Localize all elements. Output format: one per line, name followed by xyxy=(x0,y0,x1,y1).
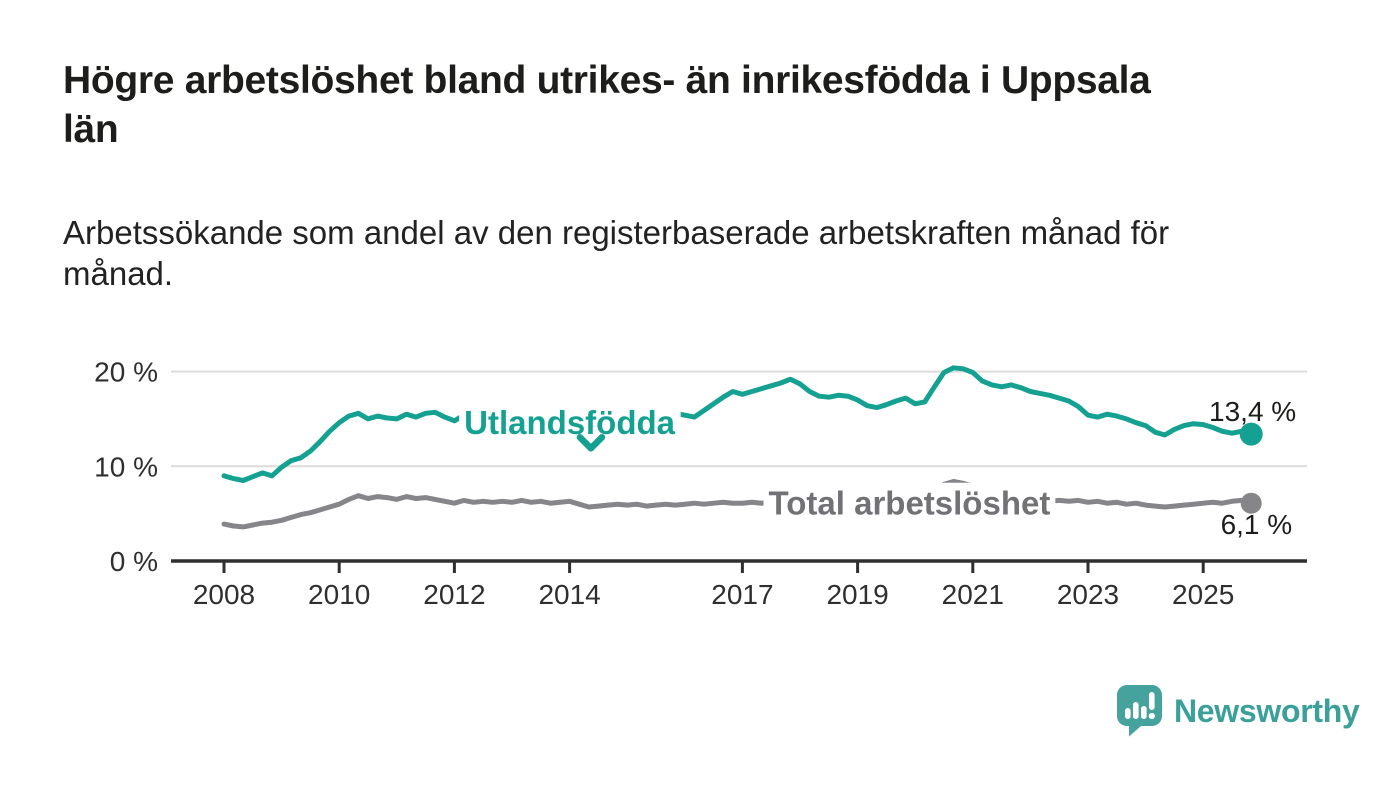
bar-1 xyxy=(1125,708,1131,719)
x-tick-label: 2010 xyxy=(308,579,370,610)
y-tick-label: 10 % xyxy=(94,451,158,482)
exclamation-bar xyxy=(1149,692,1155,710)
x-tick-label: 2008 xyxy=(193,579,255,610)
newsworthy-logo-icon xyxy=(1117,685,1162,737)
series-label-bg-utlandsf-dda xyxy=(459,402,681,444)
series-label-pointer-utlandsf-dda xyxy=(576,434,606,452)
y-tick-label: 20 % xyxy=(94,357,158,388)
end-dot-utlandsf-dda xyxy=(1239,422,1263,446)
series-label-bg-total-arbetsl-shet xyxy=(763,482,1056,524)
series-line-total-arbetsl-shet xyxy=(221,479,1254,530)
bar-2 xyxy=(1133,702,1139,719)
end-value-label-utlandsf-dda: 13,4 % xyxy=(1209,396,1296,427)
series-label-utlandsf-dda: Utlandsfödda xyxy=(464,404,675,441)
series-line-utlandsf-dda xyxy=(221,365,1254,483)
x-tick-label: 2023 xyxy=(1057,579,1119,610)
chart-title: Högre arbetslöshet bland utrikes- än inr… xyxy=(63,59,1151,151)
bar-3 xyxy=(1141,706,1147,719)
x-tick-label: 2019 xyxy=(826,579,888,610)
x-tick-label: 2012 xyxy=(423,579,485,610)
newsworthy-logo-text: Newsworthy xyxy=(1174,692,1360,729)
series-label-total-arbetsl-shet: Total arbetslöshet xyxy=(769,485,1051,522)
x-tick-label: 2014 xyxy=(538,579,600,610)
exclamation-dot xyxy=(1148,712,1155,720)
y-tick-label: 0 % xyxy=(110,546,158,577)
end-dot-total-arbetsl-shet xyxy=(1240,492,1262,514)
x-tick-label: 2021 xyxy=(942,579,1004,610)
x-tick-label: 2017 xyxy=(711,579,773,610)
x-tick-label: 2025 xyxy=(1172,579,1234,610)
speech-bubble-shape xyxy=(1117,685,1162,737)
chart-subtitle: Arbetssökande som andel av den registerb… xyxy=(63,214,1170,292)
newsworthy-logo: Newsworthy xyxy=(1116,684,1360,738)
end-value-label-total-arbetsl-shet: 6,1 % xyxy=(1221,509,1293,540)
line-chart: Utlandsfödda Total arbetslöshet 13,4 % 6,1 … xyxy=(94,357,1307,610)
